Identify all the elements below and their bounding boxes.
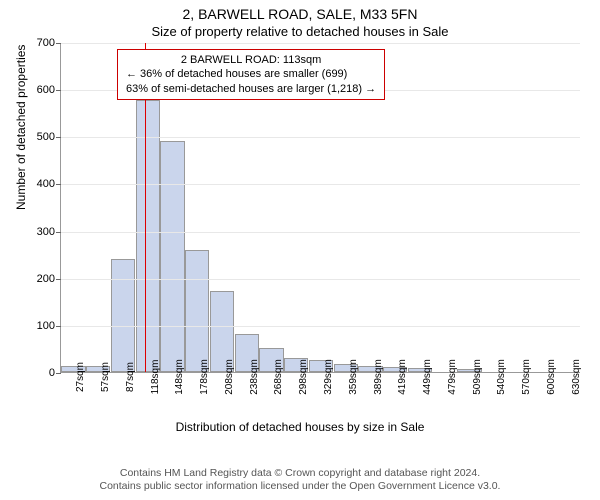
ytick-mark [56, 137, 61, 138]
xtick-label: 570sqm [521, 359, 532, 395]
xtick-label: 57sqm [100, 362, 111, 392]
bar [111, 259, 135, 372]
gridline [61, 326, 580, 327]
bar [160, 141, 184, 372]
ytick-mark [56, 373, 61, 374]
xtick-label: 268sqm [273, 359, 284, 395]
xtick-label: 630sqm [571, 359, 582, 395]
ytick-mark [56, 232, 61, 233]
xtick-label: 389sqm [373, 359, 384, 395]
ytick-mark [56, 43, 61, 44]
ytick-label: 700 [25, 37, 55, 49]
bar [136, 100, 160, 372]
xtick-label: 118sqm [150, 360, 161, 395]
gridline [61, 43, 580, 44]
footer: Contains HM Land Registry data © Crown c… [0, 467, 600, 494]
xtick-label: 329sqm [323, 359, 334, 395]
ytick-mark [56, 279, 61, 280]
xtick-label: 359sqm [348, 359, 359, 395]
xtick-label: 148sqm [174, 359, 185, 395]
ytick-mark [56, 184, 61, 185]
annotation-line: 63% of semi-detached houses are larger (… [126, 82, 376, 96]
annotation-line: ← 36% of detached houses are smaller (69… [126, 67, 376, 81]
xtick-label: 27sqm [75, 362, 86, 392]
xtick-label: 238sqm [249, 359, 260, 395]
gridline [61, 279, 580, 280]
xtick-label: 509sqm [472, 359, 483, 395]
annotation-line: 2 BARWELL ROAD: 113sqm [126, 53, 376, 67]
xtick-label: 540sqm [496, 359, 507, 395]
xtick-label: 600sqm [546, 359, 557, 395]
xtick-label: 178sqm [199, 359, 210, 395]
x-axis-label: Distribution of detached houses by size … [0, 420, 600, 434]
gridline [61, 184, 580, 185]
gridline [61, 232, 580, 233]
page-title: 2, BARWELL ROAD, SALE, M33 5FN [0, 0, 600, 22]
ytick-label: 600 [25, 84, 55, 96]
xtick-label: 87sqm [125, 362, 136, 392]
ytick-mark [56, 90, 61, 91]
ytick-label: 0 [25, 367, 55, 379]
ytick-label: 200 [25, 273, 55, 285]
chart-container: 2 BARWELL ROAD: 113sqm← 36% of detached … [60, 43, 580, 413]
xtick-label: 208sqm [224, 359, 235, 395]
ytick-label: 100 [25, 320, 55, 332]
bar [185, 250, 209, 372]
plot-area: 2 BARWELL ROAD: 113sqm← 36% of detached … [60, 43, 580, 373]
ytick-label: 300 [25, 226, 55, 238]
annotation-box: 2 BARWELL ROAD: 113sqm← 36% of detached … [117, 49, 385, 100]
ytick-label: 500 [25, 131, 55, 143]
subtitle: Size of property relative to detached ho… [0, 22, 600, 43]
gridline [61, 137, 580, 138]
xtick-label: 479sqm [447, 359, 458, 395]
ytick-mark [56, 326, 61, 327]
ytick-label: 400 [25, 178, 55, 190]
xtick-label: 419sqm [397, 359, 408, 395]
xtick-label: 449sqm [422, 359, 433, 395]
xtick-label: 298sqm [298, 359, 309, 395]
footer-line-1: Contains HM Land Registry data © Crown c… [0, 467, 600, 481]
footer-line-2: Contains public sector information licen… [0, 480, 600, 494]
